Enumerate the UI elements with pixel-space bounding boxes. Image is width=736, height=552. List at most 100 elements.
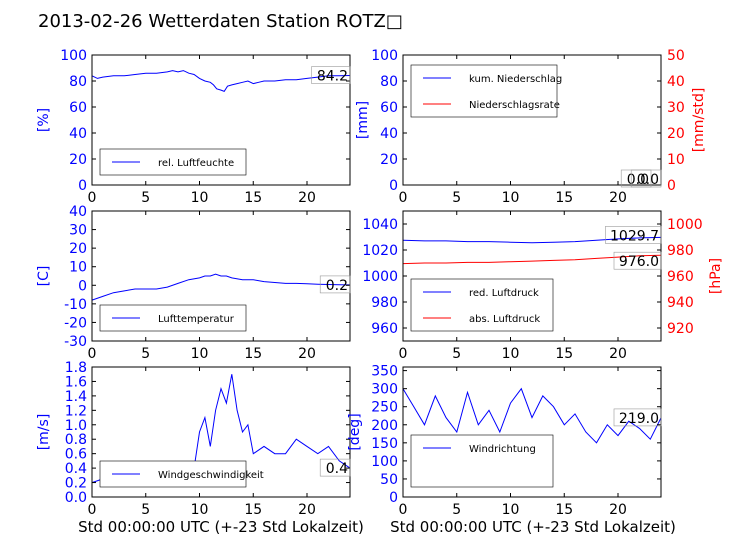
- series-line-1: [91, 70, 351, 93]
- x-tick-label: 5: [452, 190, 461, 206]
- legend: Windrichtung: [410, 434, 554, 488]
- y-tick-label: 20: [380, 152, 398, 168]
- y-right-tick-label: 920: [667, 321, 694, 337]
- plot-frame: [402, 54, 662, 186]
- y-tick-label: 0: [78, 178, 87, 194]
- y-right-tick-label: 10: [667, 152, 685, 168]
- x-tick-label: 5: [141, 346, 150, 362]
- y-tick-label: 20: [69, 241, 87, 257]
- x-tick-label: 10: [502, 346, 520, 362]
- y-tick-label: 980: [371, 295, 398, 311]
- y-tick-label: 0: [389, 490, 398, 506]
- last-value-box: [319, 275, 351, 294]
- y-tick-label: 40: [380, 126, 398, 142]
- x-axis-label-left: Std 00:00:00 UTC (+-23 Std Lokalzeit): [78, 518, 364, 536]
- y-right-tick-label: 40: [667, 74, 685, 90]
- last-value-box: [319, 458, 351, 477]
- legend: rel. Luftfeuchte: [99, 148, 247, 176]
- series-line-2: [402, 254, 662, 265]
- x-tick-label: 20: [298, 346, 316, 362]
- y-right-tick-label: 940: [667, 295, 694, 311]
- panel-2: 0 5 10 15 20 0 20 40 60 80 100 0 10 20 30 40 50 [mm] [mm/s…: [355, 48, 707, 206]
- y-right-tick-label: 30: [667, 100, 685, 116]
- plot-frame: [91, 366, 351, 498]
- last-value-box: [311, 66, 351, 84]
- panel-4: 0 5 10 15 20 960 980 1000 1020 1040 920 940 960 980 10…: [362, 210, 724, 362]
- y-axis-label: [C]: [36, 266, 52, 287]
- y-tick-label: 0.8: [65, 432, 87, 448]
- last-value-label: 0.2: [326, 278, 348, 294]
- x-tick-label: 15: [555, 502, 573, 518]
- plot-frame: [402, 366, 662, 498]
- last-value-label: 0.0: [627, 172, 649, 188]
- x-tick-label: 15: [244, 502, 262, 518]
- x-tick-label: 5: [452, 346, 461, 362]
- legend-entry: abs. Luftdruck: [469, 314, 540, 325]
- x-tick-label: 0: [399, 502, 408, 518]
- legend-entry: Lufttemperatur: [158, 314, 235, 325]
- y-tick-label: -20: [64, 315, 87, 331]
- y-right-tick-label: 1000: [667, 217, 703, 233]
- y-tick-label: 1.2: [65, 403, 87, 419]
- y-tick-label: 20: [69, 152, 87, 168]
- legend-box: [410, 64, 558, 118]
- legend-entry: kum. Niederschlag: [469, 74, 562, 85]
- panel-1: 0 5 10 15 20 0 20 40 60 80 100 [%] 84.2 rel. Luftfeuc…: [36, 48, 351, 206]
- y-right-tick-label: 980: [667, 243, 694, 259]
- last-value-label: 1029.7: [610, 228, 659, 244]
- series-line-1: [402, 387, 662, 444]
- x-tick-label: 10: [502, 190, 520, 206]
- y-right-tick-label: 20: [667, 126, 685, 142]
- y-axis-label: [deg]: [347, 413, 363, 450]
- x-tick-label: 10: [191, 190, 209, 206]
- y-tick-label: 0.6: [65, 447, 87, 463]
- x-tick-label: 20: [298, 190, 316, 206]
- x-tick-label: 5: [452, 502, 461, 518]
- panel-3: 0 5 10 15 20 -30 -20 -10 0 10 20 30 40 [C] 0.2 Lufttemp…: [36, 204, 351, 362]
- y-tick-label: 50: [380, 472, 398, 488]
- y-axis-label-right: [hPa]: [708, 258, 724, 294]
- x-tick-label: 5: [141, 502, 150, 518]
- y-tick-label: 0.2: [65, 476, 87, 492]
- x-tick-label: 15: [244, 346, 262, 362]
- y-tick-label: 40: [69, 204, 87, 220]
- last-value-label: 0.4: [326, 461, 348, 477]
- y-tick-label: 150: [371, 436, 398, 452]
- x-tick-label: 15: [555, 190, 573, 206]
- y-tick-label: 100: [60, 48, 87, 64]
- series-line-1: [402, 236, 662, 244]
- legend-entry: Niederschlagsrate: [469, 100, 560, 111]
- y-tick-label: 100: [371, 454, 398, 470]
- y-tick-label: 1000: [362, 269, 398, 285]
- legend: Lufttemperatur: [99, 304, 247, 332]
- y-tick-label: 1.8: [65, 360, 87, 376]
- y-tick-label: 200: [371, 418, 398, 434]
- last-value-label: 84.2: [317, 69, 348, 85]
- y-axis-label: [m/s]: [36, 414, 52, 451]
- y-tick-label: 1020: [362, 243, 398, 259]
- y-tick-label: -30: [64, 334, 87, 350]
- y-tick-label: 80: [69, 74, 87, 90]
- legend: kum. Niederschlag Niederschlagsrate: [410, 64, 562, 118]
- y-tick-label: 0.4: [65, 461, 87, 477]
- x-tick-label: 5: [141, 190, 150, 206]
- legend-box: [410, 278, 554, 332]
- x-tick-label: 0: [399, 190, 408, 206]
- x-tick-label: 15: [555, 346, 573, 362]
- legend: Windgeschwindigkeit: [99, 460, 264, 488]
- y-tick-label: 300: [371, 382, 398, 398]
- y-tick-label: 1.6: [65, 374, 87, 390]
- series-line-1: [91, 273, 351, 301]
- y-tick-label: 80: [380, 74, 398, 90]
- y-tick-label: 100: [371, 48, 398, 64]
- y-tick-label: 960: [371, 321, 398, 337]
- y-tick-label: 40: [69, 126, 87, 142]
- plot-frame: [91, 54, 351, 186]
- last-value-box: [613, 408, 662, 427]
- y-right-tick-label: 960: [667, 269, 694, 285]
- x-tick-label: 0: [88, 502, 97, 518]
- last-value-box: [630, 169, 662, 188]
- legend-box: [410, 434, 554, 488]
